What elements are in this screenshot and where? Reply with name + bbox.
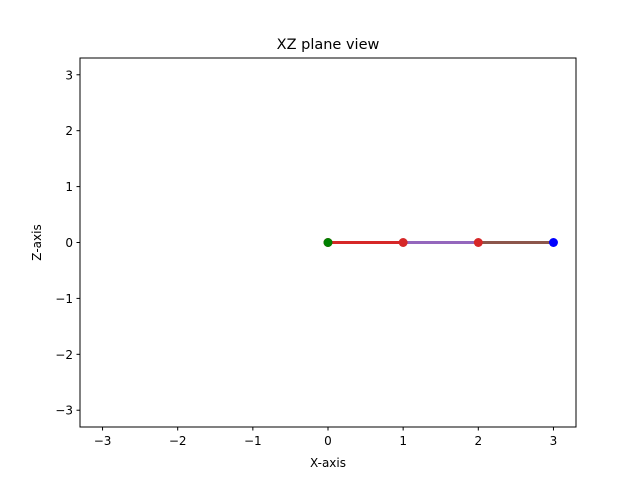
chart-title: XZ plane view — [277, 37, 380, 53]
y-tick-label: 2 — [65, 124, 73, 138]
joint-point — [323, 238, 333, 247]
joint-point — [398, 238, 408, 247]
plot-content — [323, 238, 558, 247]
x-tick-label: −1 — [244, 434, 262, 448]
y-tick-label: 1 — [65, 180, 73, 194]
y-tick-label: 3 — [65, 68, 73, 82]
joint-point — [548, 238, 558, 247]
plot-frame — [79, 57, 577, 428]
y-tick-label: 0 — [65, 236, 73, 250]
z-axis-label: Z-axis — [30, 224, 44, 260]
x-tick-label: 2 — [474, 434, 482, 448]
x-tick-label: 0 — [324, 434, 332, 448]
x-tick-label: 1 — [399, 434, 407, 448]
x-tick-label: 3 — [550, 434, 558, 448]
joint-point — [473, 238, 483, 247]
y-tick-label: −3 — [55, 404, 73, 418]
y-tick-label: −2 — [55, 348, 73, 362]
y-tick-label: −1 — [55, 292, 73, 306]
x-tick-label: −2 — [169, 434, 187, 448]
x-tick-label: −3 — [94, 434, 112, 448]
ticks: −3 −2 −1 0 1 2 3 −3 −2 −1 0 1 2 3 — [55, 68, 557, 448]
x-axis-label: X-axis — [310, 456, 346, 470]
